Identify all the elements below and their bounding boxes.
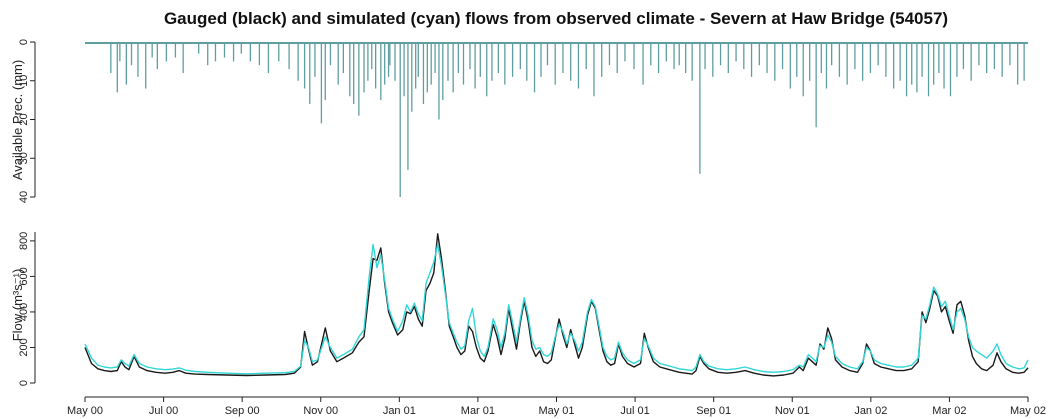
flow-y-tick-label: 400	[18, 303, 30, 321]
precip-y-tick-label: 10	[18, 75, 30, 87]
precip-y-axis-title: Available Prec. (mm)	[10, 60, 25, 180]
flow-x-tick-label: May 01	[538, 405, 574, 417]
flow-x-tick-label: Sep 00	[225, 405, 260, 417]
flow-x-tick-label: Jul 00	[149, 405, 178, 417]
flow-x-tick-label: Nov 00	[303, 405, 338, 417]
precip-y-tick-label: 30	[18, 152, 30, 164]
simulated-flow-line	[84, 243, 1029, 375]
flow-y-tick-label: 200	[18, 338, 30, 356]
flow-x-tick-label: Nov 01	[775, 405, 810, 417]
precip-y-tick-label: 40	[18, 191, 30, 203]
precip-bars	[85, 42, 1028, 197]
flow-x-tick-label: Jan 01	[383, 405, 416, 417]
flow-x-tick-label: Jan 02	[854, 405, 887, 417]
flow-y-ticks: 0 200 400 600 800	[18, 232, 35, 386]
flow-x-tick-label: May 00	[67, 405, 103, 417]
flow-y-axis-title: Flow (m³s⁻¹)	[10, 269, 25, 342]
precip-y-tick-label: 0	[18, 39, 30, 45]
precip-y-tick-label: 20	[18, 113, 30, 125]
chart-title: Gauged (black) and simulated (cyan) flow…	[164, 9, 948, 28]
flow-x-tick-label: Mar 01	[461, 405, 495, 417]
flow-y-tick-label: 800	[18, 232, 30, 250]
flow-x-tick-label: Sep 01	[696, 405, 731, 417]
flow-x-ticks: May 00 Jul 00 Sep 00 Nov 00 Jan 01 Mar 01 May …	[67, 397, 1046, 417]
flow-x-tick-label: May 02	[1010, 405, 1046, 417]
precipitation-panel: 0 10 20 30 40 Available Prec. (mm)	[10, 39, 1028, 203]
flow-x-tick-label: Jul 01	[620, 405, 649, 417]
gauged-flow-line	[84, 233, 1029, 377]
flow-lines	[84, 233, 1029, 377]
precip-y-ticks: 0 10 20 30 40	[18, 39, 35, 203]
flow-y-tick-label: 600	[18, 267, 30, 285]
flow-x-tick-label: Mar 02	[932, 405, 966, 417]
flow-panel: 0 200 400 600 800 May 00 Jul 00 Sep 00 Nov 00 Ja…	[10, 232, 1046, 417]
flow-y-tick-label: 0	[18, 380, 30, 386]
